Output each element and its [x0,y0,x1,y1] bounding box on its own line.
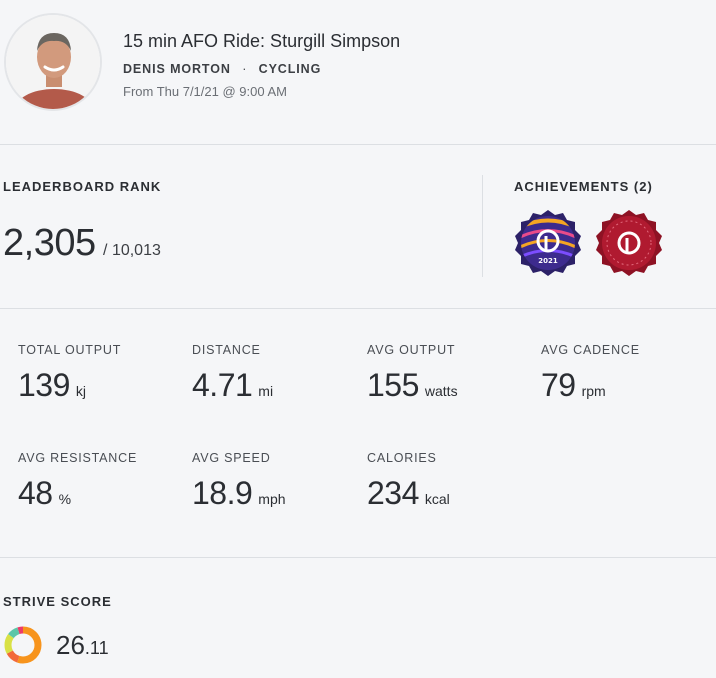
metric-label: AVG OUTPUT [367,343,456,357]
metric-value: 155 [367,367,419,403]
metric-value: 139 [18,367,70,403]
metric-total-output: TOTAL OUTPUT 139 kj [18,343,188,423]
workout-header: 15 min AFO Ride: Sturgill Simpson DENIS … [0,0,716,144]
metric-avg-resistance: AVG RESISTANCE 48% [18,451,188,531]
strive-score-value: 26.11 [56,630,109,661]
metric-unit: rpm [581,383,606,399]
leaderboard-label: LEADERBOARD RANK [3,179,162,194]
metric-label: CALORIES [367,451,437,465]
metric-avg-output: AVG OUTPUT 155 watts [367,343,537,423]
strive-zone-segment [4,626,42,664]
metric-unit: mph [258,491,286,507]
achievements-label: ACHIEVEMENTS (2) [514,179,653,194]
metric-label: DISTANCE [192,343,261,357]
achievement-badge-red[interactable] [594,208,664,278]
instructor-avatar[interactable] [4,13,102,111]
metric-distance: DISTANCE 4.71 mi [192,343,362,423]
strive-zone-segment [4,626,42,664]
achievement-badge-2021[interactable]: 2021 [513,208,583,278]
metric-unit: kcal [424,491,450,507]
metric-unit: mi [258,383,274,399]
metric-label: TOTAL OUTPUT [18,343,122,357]
vertical-divider [482,175,483,277]
discipline-label: CYCLING [258,62,322,76]
strive-zone-ring-icon [4,626,42,664]
metric-label: AVG SPEED [192,451,271,465]
peloton-logo-icon: 2021 [515,210,581,276]
strive-score-label: STRIVE SCORE [3,594,112,609]
metric-value: 18.9 [192,475,253,511]
metric-avg-speed: AVG SPEED 18.9 mph [192,451,362,531]
divider [0,308,716,309]
metric-unit: watts [424,383,458,399]
badge-year-text: 2021 [538,257,558,265]
peloton-logo-icon [596,210,662,276]
leaderboard-rank: 2,305 / 10,013 [3,222,161,265]
metric-value: 48 [18,475,53,511]
instructor-portrait-icon [6,15,100,109]
separator-dot: · [242,62,248,76]
metric-unit: % [58,491,72,507]
rank-value: 2,305 [3,222,96,264]
workout-date: From Thu 7/1/21 @ 9:00 AM [123,84,287,99]
metric-avg-cadence: AVG CADENCE 79 rpm [541,343,711,423]
strive-decimal: .11 [84,638,109,658]
metric-value: 234 [367,475,419,511]
metric-value: 4.71 [192,367,253,403]
rank-total: / 10,013 [103,242,161,259]
instructor-discipline-line: DENIS MORTON · CYCLING [123,62,321,76]
divider [0,557,716,558]
metric-unit: kj [75,383,87,399]
metric-label: AVG CADENCE [541,343,640,357]
metric-label: AVG RESISTANCE [18,451,138,465]
divider [0,144,716,145]
metric-value: 79 [541,367,576,403]
strive-whole: 26 [56,630,85,660]
instructor-name[interactable]: DENIS MORTON [123,62,231,76]
class-title: 15 min AFO Ride: Sturgill Simpson [123,31,401,51]
metric-calories: CALORIES 234 kcal [367,451,537,531]
